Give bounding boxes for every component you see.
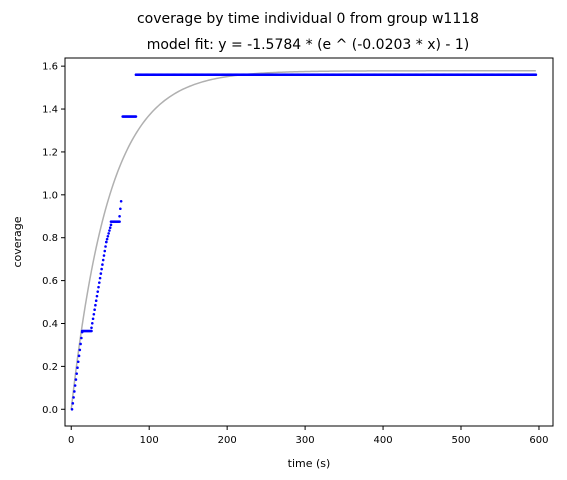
y-tick-label: 1.2 <box>42 147 58 158</box>
x-tick-label: 200 <box>218 435 237 446</box>
y-tick-label: 0.2 <box>42 362 58 373</box>
data-point <box>76 366 79 370</box>
y-tick-label: 0.8 <box>42 233 58 244</box>
data-point <box>118 220 121 223</box>
data-point <box>97 285 100 289</box>
data-point <box>74 378 78 381</box>
y-axis: 0.0 0.2 0.4 0.6 0.8 1.0 1.2 1.4 1.6 <box>42 62 65 416</box>
data-point <box>71 402 75 405</box>
data-point <box>80 336 83 340</box>
plot-area <box>64 57 554 427</box>
data-point <box>90 321 94 325</box>
data-point <box>103 249 107 253</box>
data-point <box>105 240 108 244</box>
x-tick-label: 400 <box>374 435 393 446</box>
y-tick-label: 1.6 <box>42 62 58 73</box>
data-points-layer <box>70 73 538 411</box>
y-tick-label: 0.4 <box>42 319 58 330</box>
x-axis: 0 100 200 300 400 500 600 <box>68 426 549 446</box>
x-axis-label: time (s) <box>288 457 331 470</box>
data-point <box>101 263 104 266</box>
data-point <box>134 115 138 118</box>
data-point <box>93 308 96 312</box>
data-point <box>91 317 95 321</box>
data-point <box>109 223 113 227</box>
data-point <box>118 214 121 218</box>
plot-frame <box>64 57 554 427</box>
data-point <box>100 267 103 271</box>
data-point <box>104 245 107 248</box>
data-point <box>98 276 102 280</box>
data-point <box>77 354 81 358</box>
model-fit-line <box>70 70 536 410</box>
data-point <box>102 254 106 257</box>
fit-curve-layer <box>70 70 536 410</box>
y-tick-label: 1.0 <box>42 190 58 201</box>
data-point <box>70 407 74 411</box>
data-point <box>119 207 122 211</box>
y-tick-label: 1.4 <box>42 105 58 116</box>
data-point <box>98 281 101 284</box>
data-point <box>92 312 96 316</box>
data-point <box>96 290 100 293</box>
x-tick-label: 0 <box>68 435 74 446</box>
data-point <box>108 226 112 229</box>
data-point <box>94 299 98 302</box>
data-point <box>534 73 538 77</box>
data-point <box>108 229 111 232</box>
x-tick-label: 600 <box>529 435 548 446</box>
data-point <box>101 258 105 262</box>
data-point <box>76 360 80 364</box>
x-tick-label: 100 <box>140 435 159 446</box>
data-point <box>90 326 93 330</box>
data-point <box>94 303 97 307</box>
data-point <box>78 348 82 352</box>
x-tick-label: 500 <box>451 435 470 446</box>
y-axis-label: coverage <box>11 216 24 267</box>
data-point <box>107 232 110 235</box>
chart-subtitle: model fit: y = -1.5784 * (e ^ (-0.0203 *… <box>147 37 470 53</box>
y-tick-label: 0.6 <box>42 276 58 287</box>
data-point <box>90 329 93 333</box>
data-point <box>72 396 75 399</box>
data-point <box>75 372 78 375</box>
data-point <box>95 294 99 298</box>
data-point <box>73 384 77 387</box>
chart-title: coverage by time individual 0 from group… <box>137 11 479 27</box>
x-tick-label: 300 <box>296 435 315 446</box>
data-point <box>79 342 82 346</box>
y-tick-label: 0.0 <box>42 405 58 416</box>
data-point <box>105 237 109 241</box>
data-point <box>119 199 123 203</box>
data-point <box>73 390 76 393</box>
data-point <box>99 272 103 275</box>
data-point <box>106 234 110 238</box>
